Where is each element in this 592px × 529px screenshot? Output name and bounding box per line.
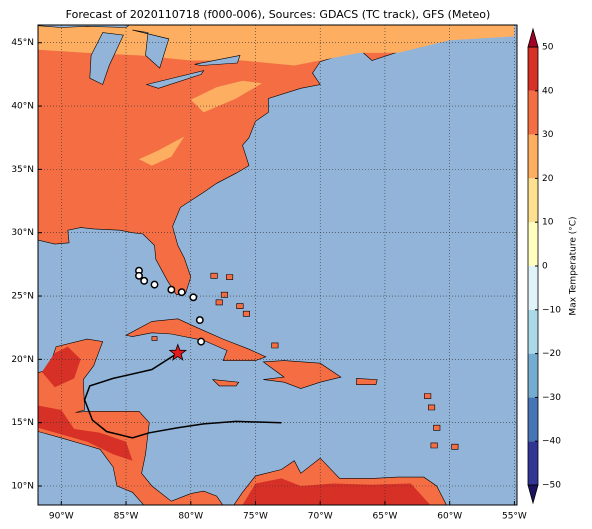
hot-zone — [38, 405, 133, 461]
storm-symbol — [177, 288, 186, 297]
colorbar-band — [528, 134, 538, 179]
lat-tick-label: 30°N — [11, 228, 34, 238]
colorbar-tick-label: 30 — [542, 130, 554, 140]
storm-track — [83, 352, 282, 439]
land-island — [210, 272, 218, 279]
lon-tick-label: 85°W — [114, 512, 139, 522]
land-layer — [38, 17, 553, 505]
colorbar-label: Max Temperature (°C) — [569, 216, 579, 315]
colorbar-tick-label: 50 — [542, 43, 554, 53]
land-island — [424, 393, 432, 399]
land-island — [242, 310, 250, 317]
colorbar-tick-label: −50 — [542, 481, 561, 491]
lon-tick-label: 55°W — [502, 512, 527, 522]
cool-zone — [139, 136, 185, 166]
colorbar-tick-label: −30 — [542, 393, 561, 403]
lon-tick-label: 90°W — [49, 512, 74, 522]
colorbar-band — [528, 222, 538, 266]
map-axes: 90°W 85°W 80°W 75°W 70°W 65°W 60°W 55°W 45°N 40°N… — [11, 38, 527, 521]
colorbar-band — [528, 441, 538, 485]
storm-symbol — [167, 285, 176, 294]
colorbar-band — [528, 266, 538, 310]
lat-tick-label: 45°N — [11, 38, 34, 48]
storm-symbol — [140, 276, 149, 285]
graticule — [38, 25, 517, 505]
colorbar-tick-label: 10 — [542, 218, 554, 228]
land-puerto-rico — [356, 378, 378, 386]
colorbar: −50 −40 −30 −20 −10 0 10 20 30 40 50 — [527, 27, 561, 505]
lon-tick-label: 60°W — [437, 512, 462, 522]
land-island — [215, 299, 223, 306]
colorbar-tick-label: −20 — [542, 349, 561, 359]
map-title: Forecast of 2020110718 (f000-006), Sourc… — [66, 8, 491, 21]
colorbar-tick-label: 40 — [542, 86, 554, 96]
map-frame — [37, 24, 518, 506]
lat-tick-label: 40°N — [11, 102, 34, 112]
storm-position — [168, 343, 188, 361]
hot-zone — [41, 346, 81, 388]
storm-symbol — [197, 337, 206, 346]
land-newfoundland — [514, 17, 553, 25]
lat-tick-label: 20°N — [11, 355, 34, 365]
colorbar-tick-label: 0 — [542, 262, 548, 272]
land-central-america — [38, 338, 224, 505]
colorbar-tick-label: 20 — [542, 174, 554, 184]
land-cuba — [125, 318, 267, 361]
lon-tick-label: 80°W — [178, 512, 203, 522]
storm-symbol — [195, 316, 204, 325]
colorbar-band — [528, 309, 538, 354]
land-island — [151, 336, 158, 341]
colorbar-tick-label: −40 — [542, 437, 561, 447]
land-jamaica — [211, 379, 240, 387]
colorbar-under — [527, 484, 539, 505]
storm-symbol — [135, 271, 143, 280]
hot-zone — [242, 478, 431, 505]
colorbar-band — [528, 90, 538, 135]
lake — [145, 70, 205, 89]
lat-tick-label: 25°N — [11, 292, 34, 302]
lon-tick-label: 75°W — [243, 512, 268, 522]
lake — [89, 32, 124, 85]
track-layer — [83, 266, 282, 439]
land-island — [451, 443, 459, 450]
lon-tick-label: 65°W — [373, 512, 398, 522]
colorbar-over — [527, 27, 539, 48]
lat-tick-label: 10°N — [11, 482, 34, 492]
cool-zone — [190, 80, 262, 113]
land-island — [236, 303, 244, 310]
lake — [194, 55, 241, 66]
lat-tick-label: 15°N — [11, 418, 34, 428]
land-island — [427, 404, 436, 411]
lon-tick-label: 70°W — [308, 512, 333, 522]
lat-tick-label: 35°N — [11, 165, 34, 175]
colorbar-band — [528, 178, 538, 223]
lake — [132, 29, 170, 69]
colorbar-band — [528, 397, 538, 442]
land-island — [430, 442, 438, 449]
land-north-america — [38, 25, 451, 296]
storm-symbol — [150, 280, 159, 289]
land-island — [226, 274, 234, 280]
lake — [38, 25, 130, 28]
colorbar-tick-label: −10 — [542, 305, 561, 315]
colorbar-band — [528, 47, 538, 91]
land-island — [433, 424, 441, 431]
storm-symbol — [189, 293, 198, 302]
colorbar-band — [528, 353, 538, 398]
land-island — [271, 342, 279, 349]
land-hispaniola — [262, 360, 342, 389]
land-island — [220, 291, 228, 298]
